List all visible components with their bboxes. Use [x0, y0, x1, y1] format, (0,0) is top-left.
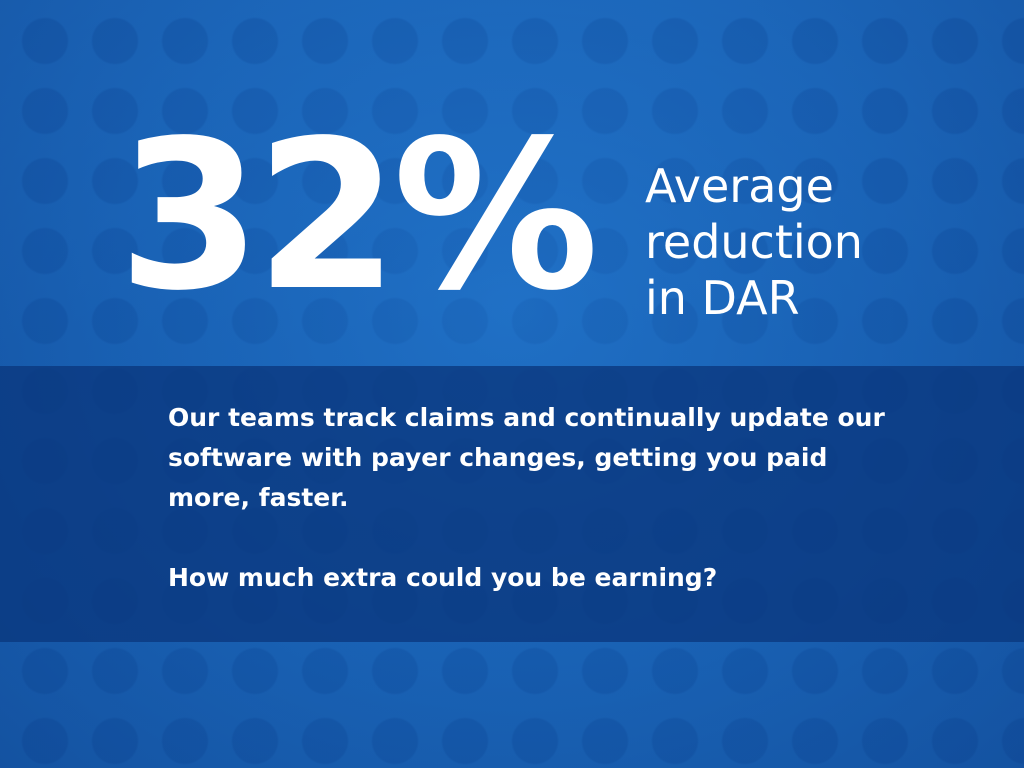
stat-value: 32% — [118, 96, 599, 336]
stat-label-line: reduction — [645, 215, 863, 269]
stat-label-line: in DAR — [645, 271, 800, 325]
message-text: Our teams track claims and continually u… — [168, 398, 888, 598]
message-paragraph: Our teams track claims and continually u… — [168, 403, 885, 512]
message-band — [0, 366, 1024, 642]
message-question: How much extra could you be earning? — [168, 563, 718, 592]
stat-label-line: Average — [645, 159, 834, 213]
stat-label: Average reduction in DAR — [645, 158, 945, 326]
